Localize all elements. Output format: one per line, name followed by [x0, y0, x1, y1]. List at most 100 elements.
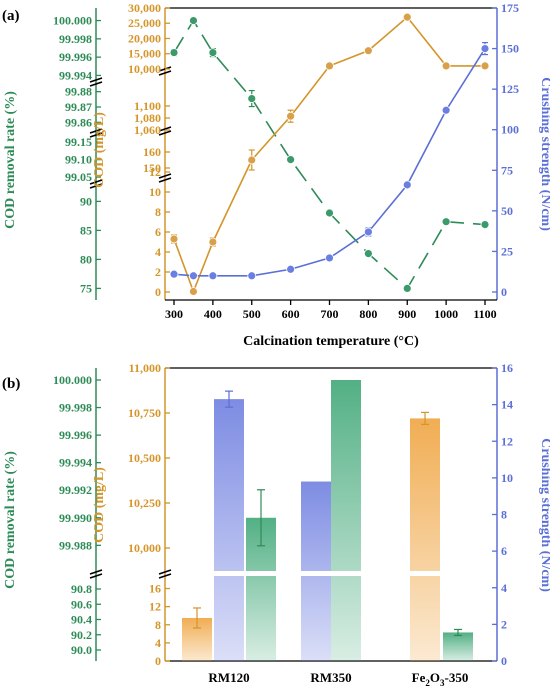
a-removal-tick-label: 99.994: [59, 68, 92, 82]
b-cod-tick-label: 11,000: [129, 361, 161, 375]
b-cod-tick-label: 10,500: [128, 451, 161, 465]
b-strength-tick-label: 10: [501, 471, 513, 485]
a-x-tick-label: 900: [398, 307, 416, 321]
b-bar-removal_rate: [443, 632, 473, 661]
b-cod-tick-label: 0: [155, 654, 161, 668]
b-strength-tick-label: 12: [501, 434, 513, 448]
a-point-removal_rate: [189, 16, 198, 25]
a-removal-tick-label: 99.10: [65, 153, 92, 167]
a-strength-tick-label: 50: [501, 204, 513, 218]
panel-b-break-marks: [89, 569, 172, 579]
a-point-removal_rate: [286, 155, 296, 165]
panel-b-cat-rm120: RM120: [208, 670, 249, 685]
a-point-cod: [441, 61, 451, 71]
a-point-strength: [363, 227, 373, 237]
b-removal-tick-label: 99.994: [59, 456, 92, 470]
panel-b-removal-label: COD removal rate (%): [3, 451, 18, 589]
a-removal-tick-label: 99.998: [59, 32, 92, 46]
a-x-tick-label: 1000: [434, 307, 458, 321]
a-removal-tick-label: 99.87: [65, 100, 92, 114]
b-cod-tick-label: 16: [149, 582, 161, 596]
a-cod-tick-label: 1,100: [134, 99, 161, 113]
panel-b-strength-label: Crushing strength (N/cm): [538, 438, 550, 592]
a-x-tick-label: 800: [359, 307, 377, 321]
b-cod-tick-label: 4: [155, 636, 161, 650]
b-removal-tick-label: 90.2: [71, 628, 92, 642]
a-removal-tick-label: 99.86: [65, 115, 92, 129]
panel-b-label: (b): [2, 376, 20, 392]
panel-a-x-ticks: 300 400 500 600 700 800 900 1000 1100: [165, 300, 497, 321]
a-removal-tick-label: 100.000: [53, 14, 92, 28]
a-point-strength: [208, 271, 218, 281]
a-strength-tick-label: 25: [501, 244, 513, 258]
b-removal-tick-label: 90.0: [71, 643, 92, 657]
b-strength-tick-label: 6: [501, 544, 507, 558]
panel-a-label: (a): [2, 8, 20, 24]
a-cod-tick-label: 30,000: [128, 1, 161, 15]
panel-a-strength-label: Crushing strength (N/cm): [538, 77, 550, 231]
a-removal-tick-label: 80: [80, 252, 92, 266]
a-point-removal_rate: [325, 208, 334, 218]
a-point-strength: [325, 253, 334, 263]
b-strength-tick-label: 16: [501, 361, 513, 375]
a-point-cod: [480, 61, 490, 71]
a-cod-tick-label: 15,000: [128, 47, 161, 61]
b-strength-tick-label: 4: [501, 581, 507, 595]
a-strength-tick-label: 100: [501, 123, 519, 137]
panel-a-removal-label: COD removal rate (%): [3, 91, 18, 229]
a-point-cod: [286, 111, 296, 121]
a-x-tick-label: 1100: [473, 307, 496, 321]
panel-b-cat-fe2o3-350: Fe2O3-350: [412, 670, 469, 688]
a-point-removal_rate: [208, 48, 218, 57]
a-point-removal_rate: [247, 94, 257, 103]
a-point-strength: [480, 44, 490, 53]
a-point-cod: [325, 61, 334, 71]
panel-b-removal-ticks: 100.000 99.998 99.996 99.994 99.992 99.990 99.…: [53, 373, 101, 657]
a-cod-tick-label: 6: [155, 225, 161, 239]
b-bar-cod: [410, 418, 440, 661]
a-removal-tick-label: 99.996: [59, 50, 92, 64]
b-cod-tick-label: 10,000: [128, 541, 161, 555]
a-removal-tick-label: 99.15: [65, 135, 92, 149]
a-point-strength: [169, 269, 179, 279]
panel-b-cat-rm350: RM350: [310, 670, 351, 685]
a-cod-tick-label: 1,080: [134, 111, 161, 125]
b-cod-tick-label: 10,250: [128, 496, 161, 510]
a-point-strength: [189, 271, 198, 281]
a-cod-tick-label: 12: [149, 165, 161, 179]
a-strength-tick-label: 175: [501, 1, 519, 15]
b-strength-tick-label: 0: [501, 654, 507, 668]
a-point-cod: [208, 237, 218, 247]
a-point-cod: [402, 12, 412, 22]
b-cod-tick-label: 12: [149, 600, 161, 614]
panel-a-removal-ticks: 100.000 99.998 99.996 99.994 99.8899.8799.86…: [53, 14, 101, 295]
a-cod-tick-label: 10: [149, 185, 161, 199]
a-cod-tick-label: 2: [155, 265, 161, 279]
b-removal-tick-label: 99.996: [59, 428, 92, 442]
a-cod-tick-label: 20,000: [128, 31, 161, 45]
b-removal-tick-label: 90.6: [71, 597, 92, 611]
a-removal-tick-label: 75: [80, 281, 92, 295]
a-removal-tick-label: 85: [80, 223, 92, 237]
b-cod-tick-label: 10,750: [128, 406, 161, 420]
a-cod-tick-label: 1,060: [134, 123, 161, 137]
panel-b-bars: [166, 380, 496, 661]
b-cod-tick-label: 8: [155, 618, 161, 632]
panel-a-series: [169, 12, 490, 296]
a-strength-tick-label: 75: [501, 163, 513, 177]
b-removal-tick-label: 90.4: [71, 613, 92, 627]
panel-b-cod-label: COD (mg/L): [92, 467, 107, 543]
b-removal-tick-label: 99.998: [59, 401, 92, 415]
panel-b-strength-ticks: 0 2 4 6 8 10 12 14 16: [492, 361, 513, 668]
b-bar-strength: [214, 399, 244, 661]
a-point-cod: [247, 155, 257, 165]
a-x-tick-label: 400: [204, 307, 222, 321]
a-x-tick-label: 300: [165, 307, 183, 321]
panel-b-cod-ticks: 11,000 10,750 10,500 10,250 10,000 16 12 8 4 0: [128, 361, 170, 668]
a-cod-tick-label: 8: [155, 205, 161, 219]
a-point-removal_rate: [441, 217, 451, 227]
b-strength-tick-label: 8: [501, 508, 507, 522]
a-point-removal_rate: [169, 48, 179, 57]
